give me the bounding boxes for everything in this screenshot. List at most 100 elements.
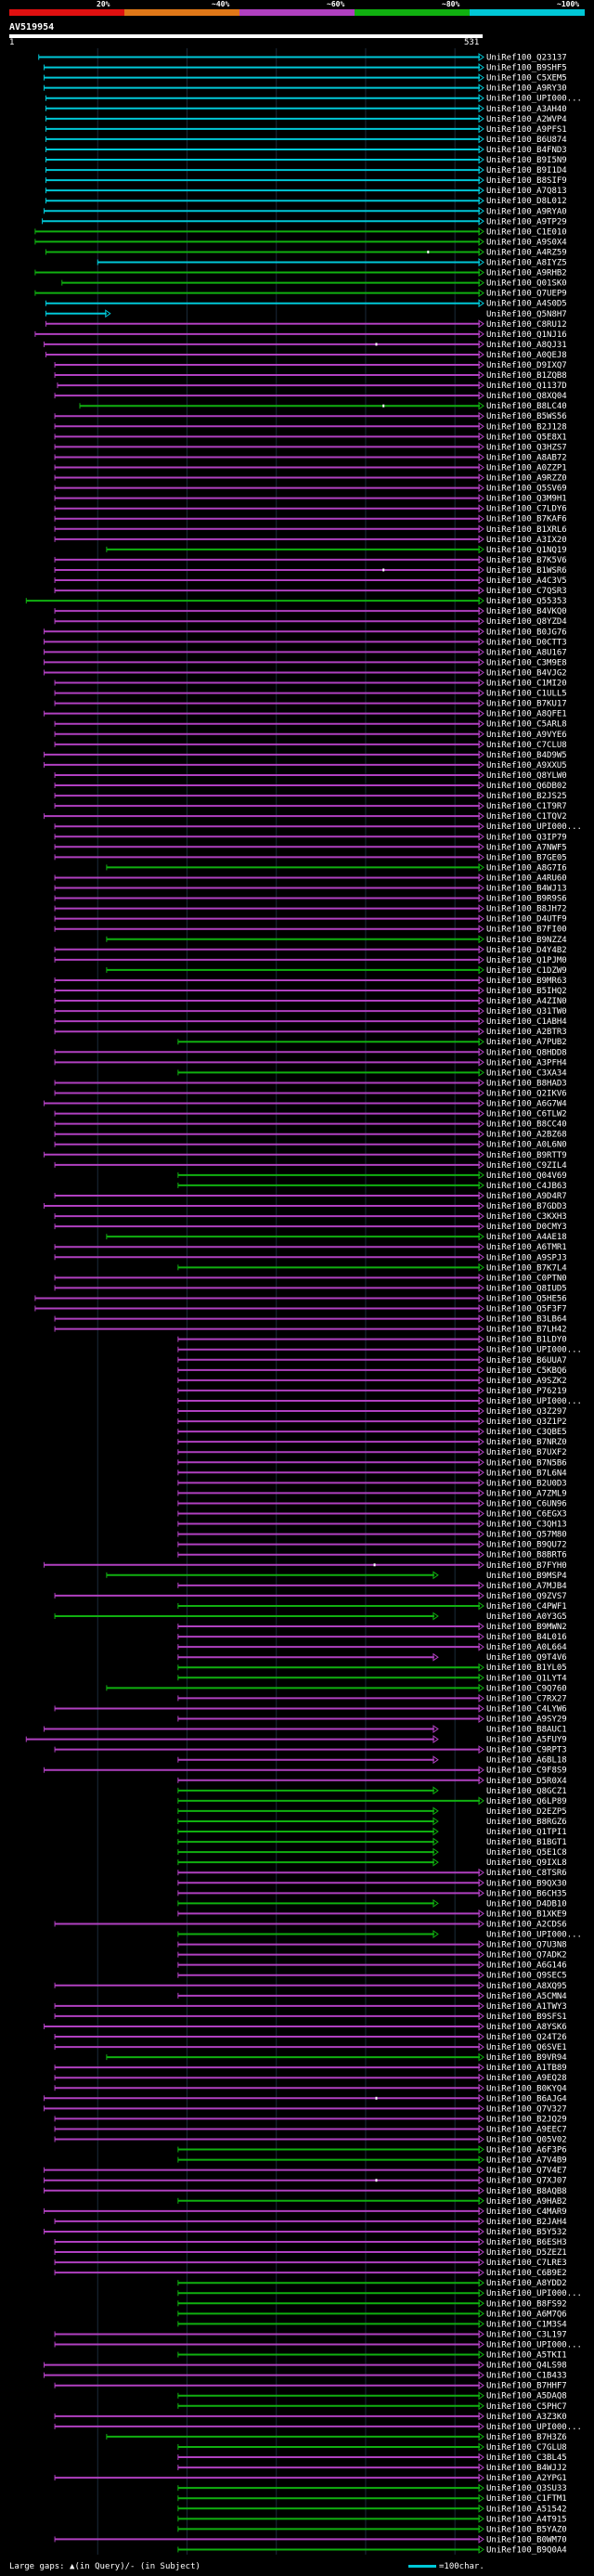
hit-row[interactable]: UniRef100_Q7ADK2 xyxy=(177,1950,567,1961)
hit-label[interactable]: UniRef100_A9HAB2 xyxy=(486,2197,567,2207)
hit-row[interactable]: UniRef100_B9MSP4 xyxy=(106,1571,567,1581)
hit-label[interactable]: UniRef100_UPI000... xyxy=(486,2340,582,2349)
hit-row[interactable]: UniRef100_B9VR94 xyxy=(106,2052,567,2063)
hit-label[interactable]: UniRef100_A2CDS6 xyxy=(486,1920,567,1929)
hit-label[interactable]: UniRef100_C9ZIL4 xyxy=(486,1161,567,1171)
hit-row[interactable]: UniRef100_A5DAQ8 xyxy=(177,2391,567,2401)
hit-label[interactable]: UniRef100_A9SPJ3 xyxy=(486,1253,567,1262)
hit-row[interactable]: UniRef100_Q8HDD8 xyxy=(54,1047,567,1057)
hit-row[interactable]: UniRef100_B9NZZ4 xyxy=(106,935,567,945)
hit-label[interactable]: UniRef100_Q8YZD4 xyxy=(486,617,567,627)
hit-row[interactable]: UniRef100_B1XRL6 xyxy=(54,524,567,535)
hit-row[interactable]: UniRef100_D8L012 xyxy=(45,196,567,206)
hit-label[interactable]: UniRef100_B2JAH4 xyxy=(486,2218,567,2227)
hit-row[interactable]: UniRef100_Q55353 xyxy=(25,596,567,606)
hit-label[interactable]: UniRef100_A6M7Q6 xyxy=(486,2310,567,2319)
hit-label[interactable]: UniRef100_Q3SU33 xyxy=(486,2484,567,2493)
hit-label[interactable]: UniRef100_A3IX20 xyxy=(486,536,567,545)
hit-label[interactable]: UniRef100_B5WS56 xyxy=(486,412,567,421)
hit-label[interactable]: UniRef100_Q1NQ19 xyxy=(486,546,567,555)
hit-row[interactable]: UniRef100_C1MI20 xyxy=(54,679,567,689)
hit-label[interactable]: UniRef100_A9EQ28 xyxy=(486,2074,567,2083)
hit-row[interactable]: UniRef100_Q5SV69 xyxy=(54,484,567,494)
hit-row[interactable]: UniRef100_B1WSR6 xyxy=(54,565,567,576)
hit-label[interactable]: UniRef100_B1YL05 xyxy=(486,1663,567,1673)
hit-row[interactable]: UniRef100_A9TP29 xyxy=(42,216,567,227)
hit-label[interactable]: UniRef100_A0Y3G5 xyxy=(486,1612,567,1622)
hit-label[interactable]: UniRef100_A0QEJ8 xyxy=(486,351,567,360)
hit-row[interactable]: UniRef100_C1TQV2 xyxy=(44,811,567,822)
hit-label[interactable]: UniRef100_C6B9E2 xyxy=(486,2269,567,2278)
hit-row[interactable]: UniRef100_A4T915 xyxy=(177,2514,567,2524)
hit-label[interactable]: UniRef100_C3M9E8 xyxy=(486,658,567,667)
hit-row[interactable]: UniRef100_C7RX27 xyxy=(177,1693,567,1703)
hit-row[interactable]: UniRef100_C7LRE3 xyxy=(54,2258,567,2268)
hit-label[interactable]: UniRef100_C8RU12 xyxy=(486,320,567,330)
hit-row[interactable]: UniRef100_Q31TW0 xyxy=(54,1006,567,1016)
hit-label[interactable]: UniRef100_Q7V327 xyxy=(486,2104,567,2114)
hit-label[interactable]: UniRef100_A4AE18 xyxy=(486,1233,567,1242)
hit-row[interactable]: UniRef100_Q8IUD5 xyxy=(54,1283,567,1293)
hit-label[interactable]: UniRef100_B8AQB8 xyxy=(486,2187,567,2196)
hit-label[interactable]: UniRef100_B8CC40 xyxy=(486,1120,567,1130)
hit-label[interactable]: UniRef100_C9RPT3 xyxy=(486,1746,567,1755)
hit-row[interactable]: UniRef100_B6AJG4 xyxy=(44,2093,567,2104)
hit-label[interactable]: UniRef100_Q6SVE1 xyxy=(486,2043,567,2052)
hit-row[interactable]: UniRef100_C3KXH3 xyxy=(54,1211,567,1222)
hit-label[interactable]: UniRef100_B9NZZ4 xyxy=(486,936,567,945)
hit-row[interactable]: UniRef100_Q9SEC5 xyxy=(177,1971,567,1981)
hit-row[interactable]: UniRef100_A2CDS6 xyxy=(54,1920,567,1929)
hit-row[interactable]: UniRef100_A2YPG1 xyxy=(54,2473,567,2483)
hit-row[interactable]: UniRef100_D4Y4B2 xyxy=(54,945,567,955)
hit-label[interactable]: UniRef100_B8JH72 xyxy=(486,905,567,914)
hit-row[interactable]: UniRef100_Q5F3F7 xyxy=(34,1304,567,1314)
hit-row[interactable]: UniRef100_A8QFE1 xyxy=(44,709,567,719)
hit-row[interactable]: UniRef100_UPI000... xyxy=(177,1396,582,1406)
hit-row[interactable]: UniRef100_A2BTR3 xyxy=(54,1027,567,1037)
hit-row[interactable]: UniRef100_A2BZ68 xyxy=(54,1130,567,1140)
hit-row[interactable]: UniRef100_A9VYE6 xyxy=(54,730,567,740)
hit-row[interactable]: UniRef100_A5TKI1 xyxy=(177,2350,567,2361)
hit-label[interactable]: UniRef100_Q24T26 xyxy=(486,2033,567,2042)
hit-row[interactable]: UniRef100_Q57M80 xyxy=(177,1530,567,1540)
hit-row[interactable]: UniRef100_A7ZML9 xyxy=(177,1488,567,1498)
hit-label[interactable]: UniRef100_B4L016 xyxy=(486,1633,567,1642)
hit-row[interactable]: UniRef100_B8CC40 xyxy=(54,1120,567,1130)
hit-row[interactable]: UniRef100_A9S0X4 xyxy=(34,237,567,247)
hit-label[interactable]: UniRef100_B7K5V6 xyxy=(486,556,567,565)
hit-label[interactable]: UniRef100_Q6LP89 xyxy=(486,1797,567,1806)
hit-label[interactable]: UniRef100_Q23137 xyxy=(486,54,567,63)
hit-label[interactable]: UniRef100_Q7U3N8 xyxy=(486,1941,567,1950)
hit-row[interactable]: UniRef100_Q1TPI1 xyxy=(177,1827,567,1837)
hit-label[interactable]: UniRef100_B9I5N9 xyxy=(486,156,567,165)
hit-row[interactable]: UniRef100_C0PTN0 xyxy=(54,1273,567,1283)
hit-label[interactable]: UniRef100_A7V4B9 xyxy=(486,2156,567,2166)
hit-label[interactable]: UniRef100_A4S0D5 xyxy=(486,300,567,309)
hit-label[interactable]: UniRef100_D5ZEZ1 xyxy=(486,2248,567,2258)
hit-label[interactable]: UniRef100_C7LDY6 xyxy=(486,505,567,514)
hit-label[interactable]: UniRef100_A8YSK6 xyxy=(486,2023,567,2032)
hit-row[interactable]: UniRef100_UPI000... xyxy=(54,2340,582,2349)
hit-label[interactable]: UniRef100_B9MSP4 xyxy=(486,1572,567,1581)
hit-row[interactable]: UniRef100_A9SPJ3 xyxy=(54,1252,567,1262)
hit-row[interactable]: UniRef100_B9RTT9 xyxy=(44,1150,567,1160)
hit-row[interactable]: UniRef100_B4D9W5 xyxy=(44,750,567,760)
hit-row[interactable]: UniRef100_A9EEC7 xyxy=(54,2124,567,2134)
hit-label[interactable]: UniRef100_C3XA34 xyxy=(486,1068,567,1078)
hit-row[interactable]: UniRef100_B9SHF5 xyxy=(44,63,567,73)
hit-row[interactable]: UniRef100_A0QEJ8 xyxy=(45,350,567,360)
hit-row[interactable]: UniRef100_C6UN96 xyxy=(177,1498,567,1508)
hit-label[interactable]: UniRef100_C7RX27 xyxy=(486,1694,567,1703)
hit-label[interactable]: UniRef100_A5TKI1 xyxy=(486,2351,567,2361)
hit-label[interactable]: UniRef100_B4WJ13 xyxy=(486,885,567,894)
hit-row[interactable]: UniRef100_C1DZW9 xyxy=(106,965,567,976)
hit-label[interactable]: UniRef100_A9XXU5 xyxy=(486,761,567,770)
hit-row[interactable]: UniRef100_A3Z3K0 xyxy=(54,2412,567,2422)
hit-label[interactable]: UniRef100_A9S0X4 xyxy=(486,238,567,247)
hit-row[interactable]: UniRef100_A9PFS1 xyxy=(45,124,567,135)
hit-row[interactable]: UniRef100_A9RZZ0 xyxy=(54,473,567,484)
hit-label[interactable]: UniRef100_A2BZ68 xyxy=(486,1131,567,1140)
hit-row[interactable]: UniRef100_B7HHF7 xyxy=(54,2381,567,2391)
hit-row[interactable]: UniRef100_A6BL18 xyxy=(177,1755,567,1766)
hit-row[interactable]: UniRef100_B9QU72 xyxy=(177,1540,567,1550)
